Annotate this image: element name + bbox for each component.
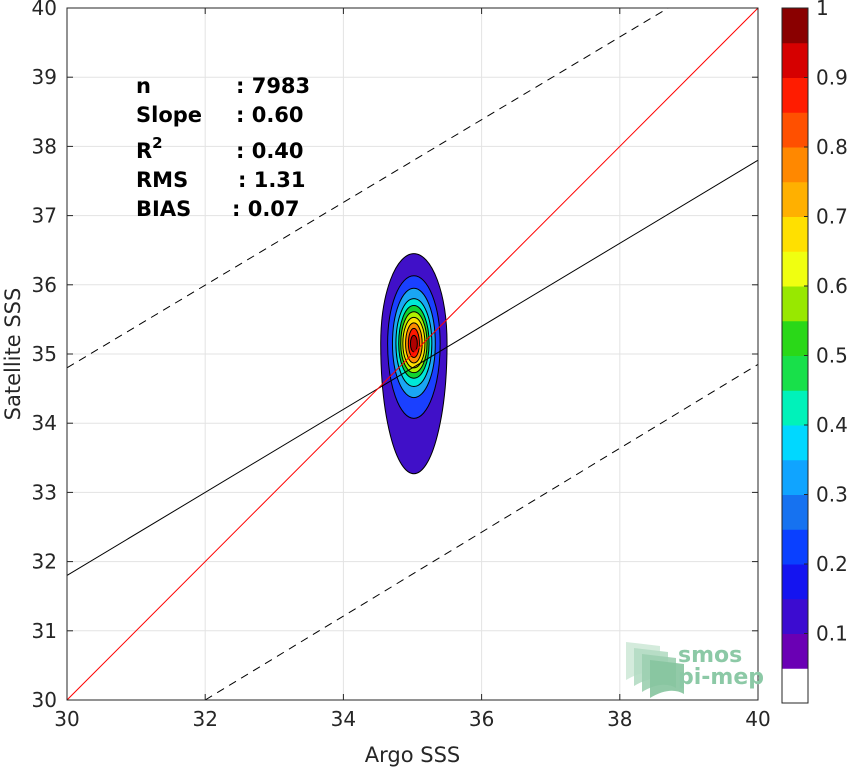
stat-value: : 0.60 xyxy=(236,103,304,127)
colorbar-segment xyxy=(782,459,808,495)
colorbar-segment xyxy=(782,147,808,183)
stats-annotation: n : 7983 Slope : 0.60 R2 : 0.40 RMS : 1.31 BIAS:… xyxy=(136,74,310,221)
stat-label: n xyxy=(136,74,151,98)
y-tick-label: 31 xyxy=(32,619,57,643)
colorbar-segment xyxy=(782,42,808,78)
colorbar-tick-label: 0.1 xyxy=(816,622,848,646)
identity-line xyxy=(66,7,759,701)
stat-label: R2 xyxy=(136,134,163,163)
fit-lines xyxy=(66,7,759,701)
colorbar-segment xyxy=(782,8,808,44)
colorbar-tick-label: 0.3 xyxy=(816,483,848,507)
colorbar-segment xyxy=(782,564,808,600)
colorbar-segment xyxy=(782,181,808,217)
stat-value: : 0.07 xyxy=(232,197,300,221)
y-tick-label: 39 xyxy=(32,65,57,89)
colorbar-tick-label: 1 xyxy=(816,0,829,20)
colorbar-segment xyxy=(782,320,808,356)
colorbar-segment xyxy=(782,529,808,565)
x-tick-label: 40 xyxy=(745,707,770,731)
colorbar-segment xyxy=(782,251,808,287)
bound-line-1 xyxy=(66,7,669,369)
y-axis-label: Satellite SSS xyxy=(1,288,25,421)
colorbar-tick-label: 0.9 xyxy=(816,66,848,90)
bound-line-2 xyxy=(204,363,759,701)
colorbar-tick-label: 0.7 xyxy=(816,205,848,229)
logo-text-smos: smos xyxy=(678,643,742,668)
stat-value: : 1.31 xyxy=(238,168,306,192)
logo-wave-layer xyxy=(650,660,684,698)
x-tick-label: 34 xyxy=(331,707,356,731)
stat-superscript: 2 xyxy=(152,134,162,152)
colorbar: 0.1 0.2 0.3 0.4 0.5 0.6 0.7 0.8 0.9 1 xyxy=(781,0,848,704)
contour-level-1 xyxy=(409,334,418,353)
colorbar-tick-label: 0.4 xyxy=(816,413,848,437)
colorbar-segment xyxy=(782,494,808,530)
x-axis-ticks: 30 32 34 36 38 40 xyxy=(54,8,771,731)
stat-value: : 0.40 xyxy=(236,139,304,163)
y-tick-label: 34 xyxy=(32,411,57,435)
colorbar-segment xyxy=(782,390,808,426)
logo-text-pimep: pi-mep xyxy=(678,665,764,690)
colorbar-segment xyxy=(782,216,808,252)
y-tick-label: 33 xyxy=(32,480,57,504)
x-tick-label: 32 xyxy=(192,707,217,731)
colorbar-segment xyxy=(782,598,808,634)
colorbar-tick-label: 0.5 xyxy=(816,344,848,368)
colorbar-segment xyxy=(782,633,808,669)
colorbar-segment xyxy=(782,425,808,461)
y-tick-label: 32 xyxy=(32,550,57,574)
y-tick-label: 36 xyxy=(32,273,57,297)
regression-line xyxy=(66,159,759,576)
x-tick-label: 36 xyxy=(469,707,494,731)
stat-label: BIAS xyxy=(136,197,191,221)
stat-label: RMS xyxy=(136,168,188,192)
x-tick-label: 38 xyxy=(607,707,632,731)
x-axis-label: Argo SSS xyxy=(365,743,460,767)
y-axis-ticks: 30 31 32 33 34 35 36 37 38 39 40 xyxy=(32,0,758,712)
colorbar-segment xyxy=(782,286,808,322)
colorbar-segment xyxy=(782,355,808,391)
y-tick-label: 35 xyxy=(32,342,57,366)
x-tick-label: 30 xyxy=(54,707,79,731)
stat-value: : 7983 xyxy=(236,74,310,98)
colorbar-segment xyxy=(782,112,808,148)
y-tick-label: 37 xyxy=(32,204,57,228)
density-contours xyxy=(380,253,448,475)
y-tick-label: 30 xyxy=(32,688,57,712)
colorbar-segment xyxy=(782,668,808,704)
colorbar-tick-label: 0.8 xyxy=(816,135,848,159)
colorbar-tick-label: 0.2 xyxy=(816,552,848,576)
y-tick-label: 40 xyxy=(32,0,57,20)
colorbar-tick-label: 0.6 xyxy=(816,274,848,298)
colorbar-segment xyxy=(782,77,808,113)
y-tick-label: 38 xyxy=(32,134,57,158)
stat-label: Slope xyxy=(136,103,202,127)
